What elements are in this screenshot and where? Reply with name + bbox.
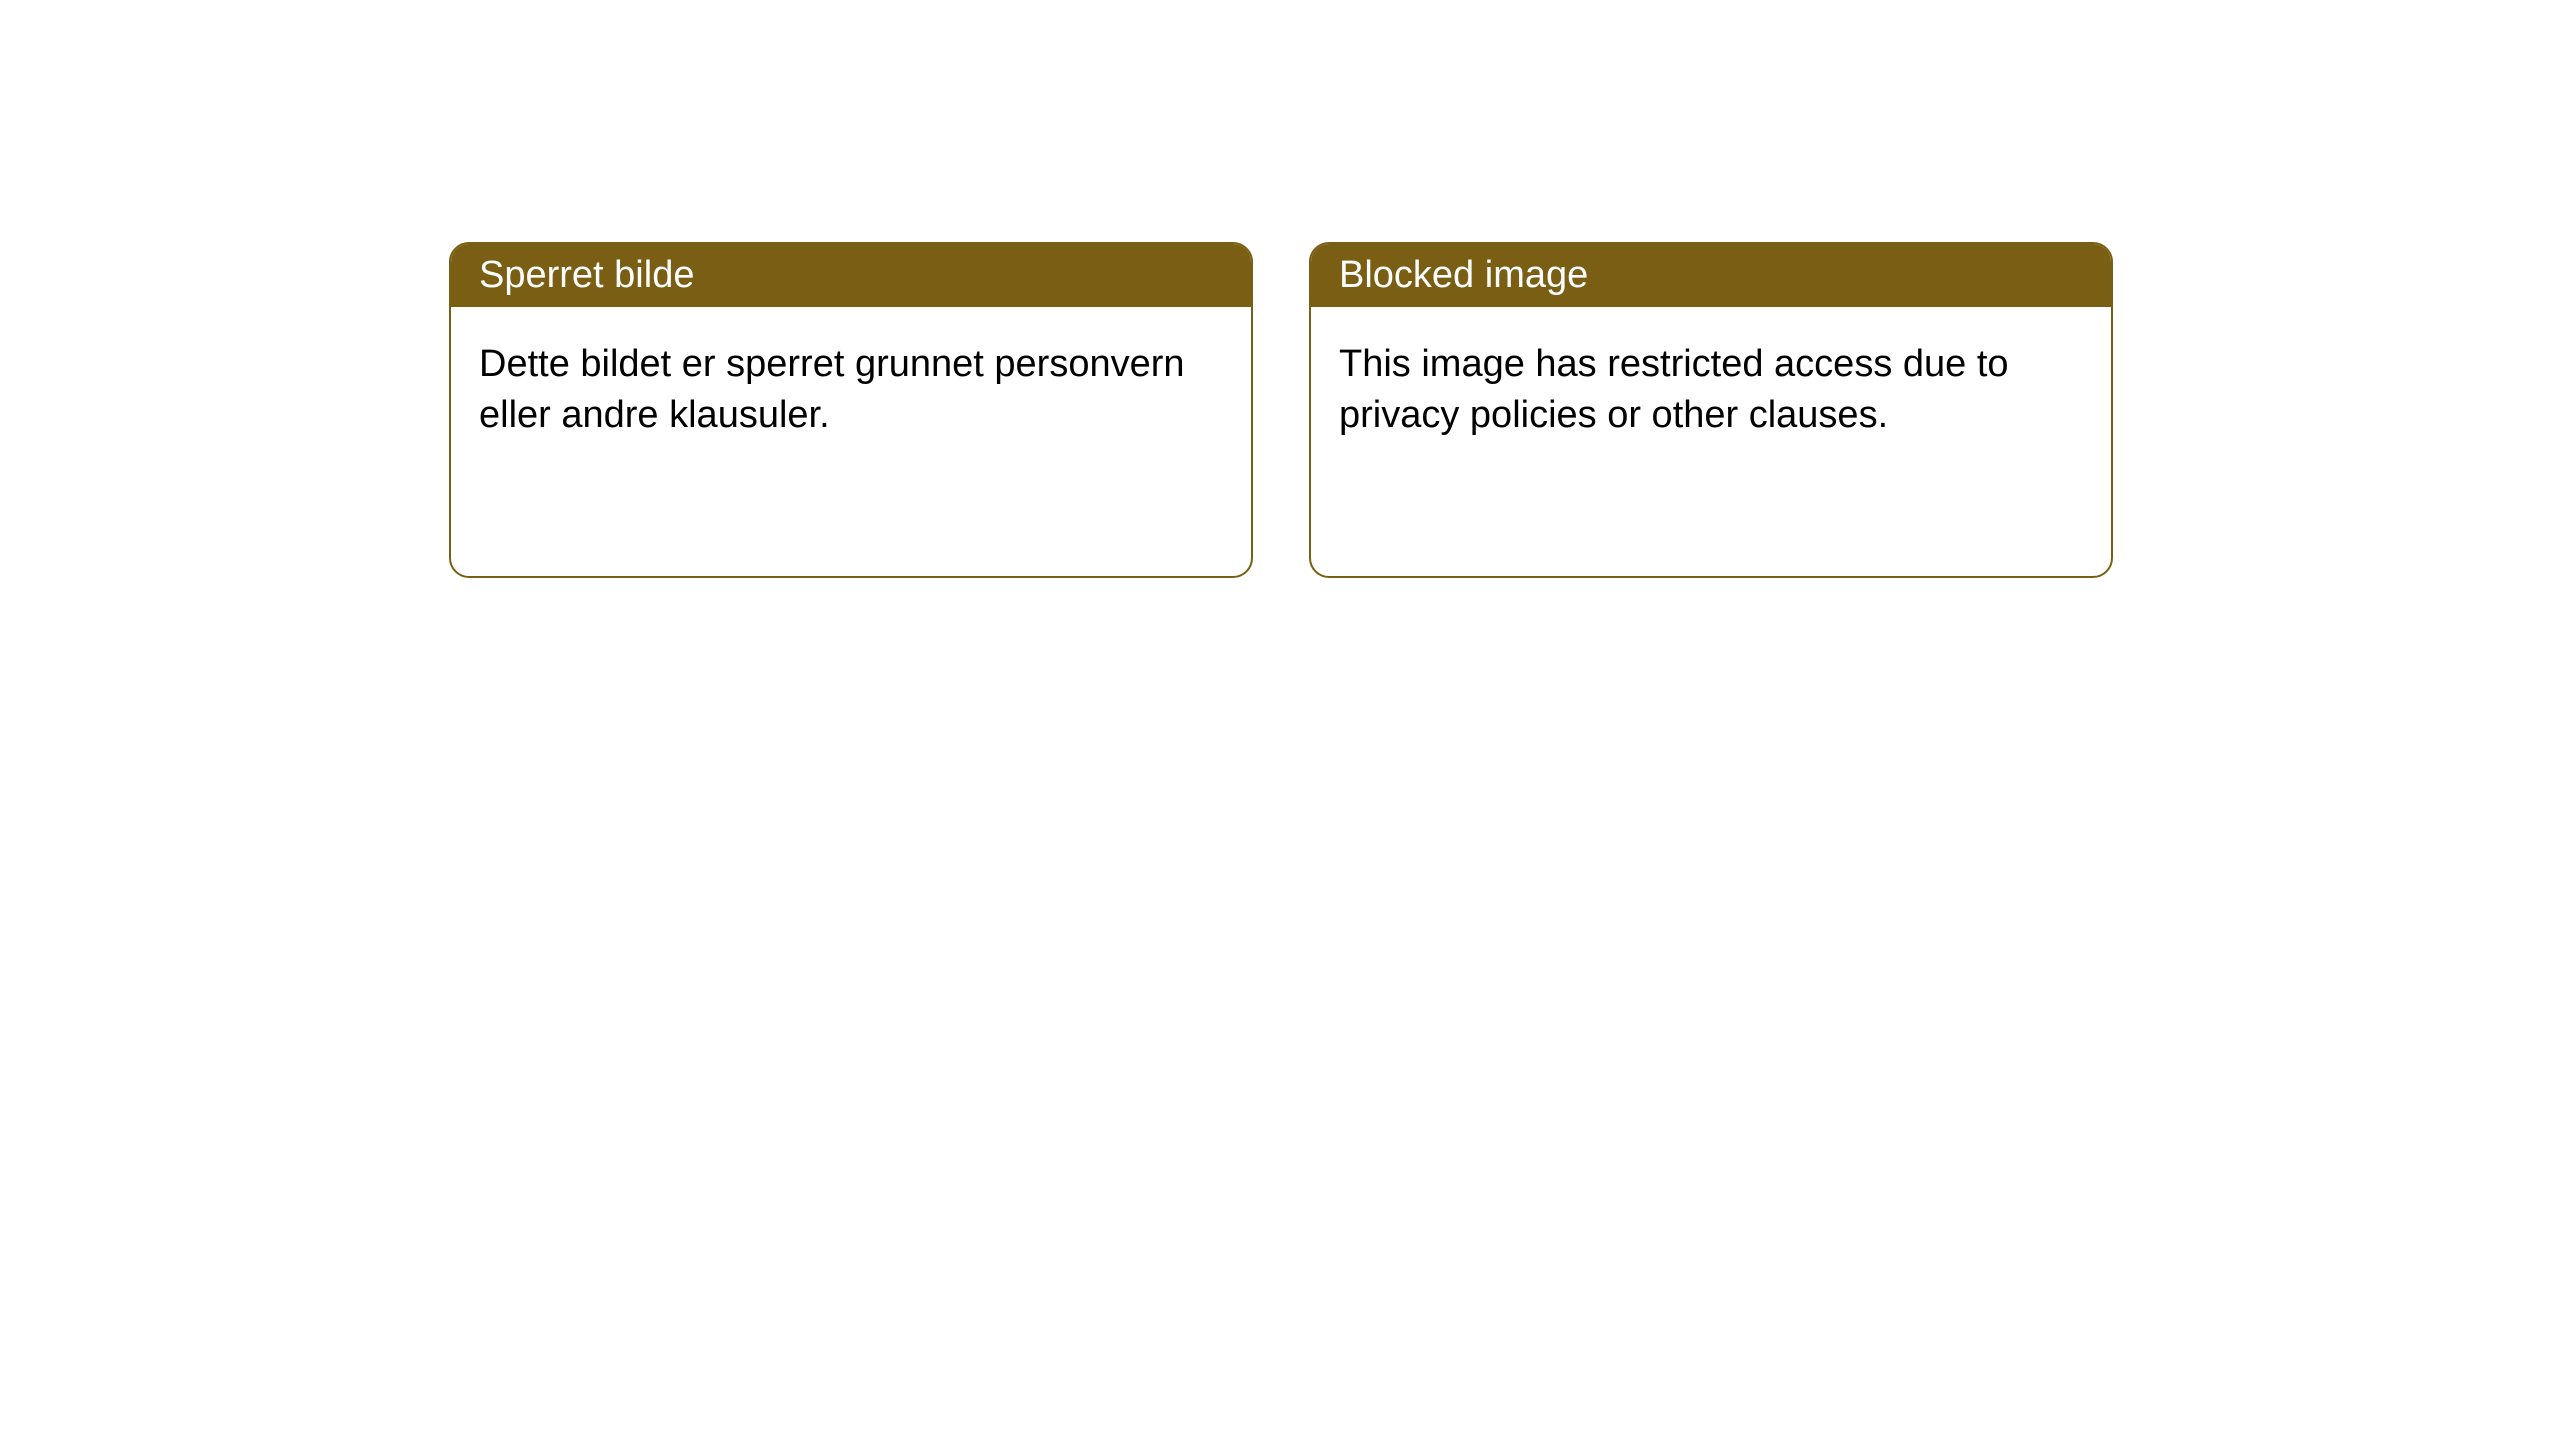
notice-container: Sperret bilde Dette bildet er sperret gr… [0,0,2560,578]
notice-header: Blocked image [1311,244,2111,307]
notice-header-text: Blocked image [1339,254,1588,296]
notice-body: This image has restricted access due to … [1311,307,2111,474]
notice-header-text: Sperret bilde [479,254,694,296]
notice-card-english: Blocked image This image has restricted … [1309,242,2113,578]
notice-body: Dette bildet er sperret grunnet personve… [451,307,1251,474]
notice-card-norwegian: Sperret bilde Dette bildet er sperret gr… [449,242,1253,578]
notice-header: Sperret bilde [451,244,1251,307]
notice-body-text: This image has restricted access due to … [1339,343,2009,436]
notice-body-text: Dette bildet er sperret grunnet personve… [479,343,1185,436]
